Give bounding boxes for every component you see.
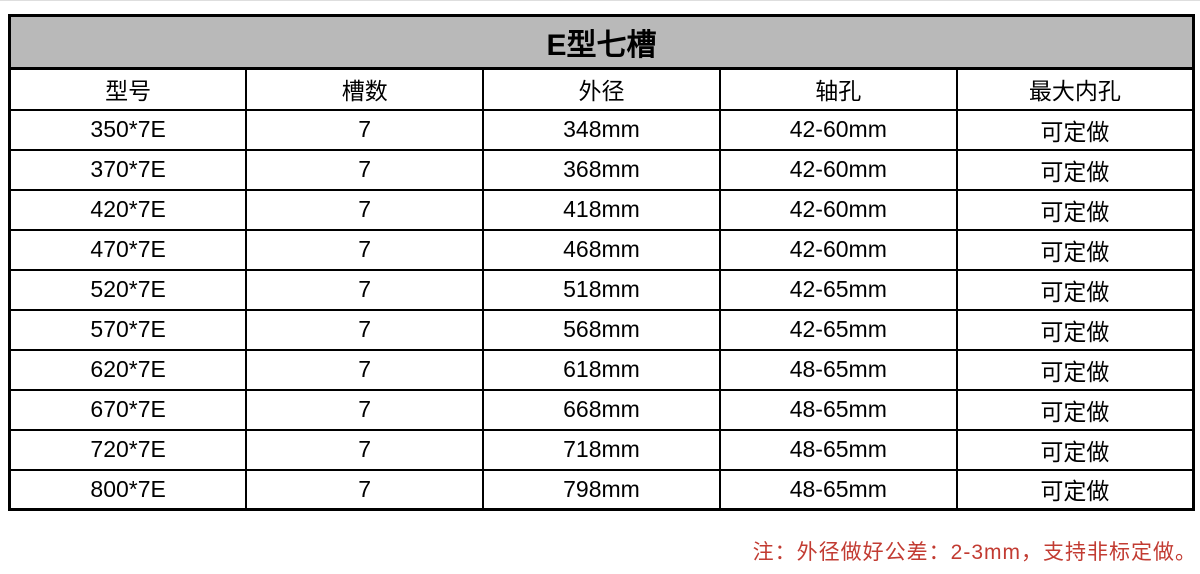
cell-model: 670*7E	[8, 388, 248, 431]
cell-shaft-hole: 42-60mm	[718, 228, 958, 271]
cell-model: 570*7E	[8, 308, 248, 351]
cell-max-bore: 可定做	[955, 428, 1195, 471]
tolerance-note: 注：外径做好公差：2-3mm，支持非标定做。	[752, 541, 1197, 564]
column-header-shaft-hole: 轴孔	[718, 67, 958, 111]
cell-groove-count: 7	[245, 348, 485, 391]
table-row: 350*7E 7 348mm 42-60mm 可定做	[8, 108, 1195, 151]
column-header-groove-count: 槽数	[245, 67, 485, 111]
cell-outer-diameter: 368mm	[482, 148, 721, 191]
column-header-max-bore: 最大内孔	[955, 67, 1195, 111]
column-header-outer-diameter: 外径	[482, 67, 721, 111]
column-header-model: 型号	[8, 67, 248, 111]
cell-outer-diameter: 568mm	[482, 308, 721, 351]
cell-outer-diameter: 468mm	[482, 228, 721, 271]
cell-outer-diameter: 518mm	[482, 268, 721, 311]
cell-groove-count: 7	[245, 468, 485, 511]
table-row: 520*7E 7 518mm 42-65mm 可定做	[8, 268, 1195, 311]
table-title: E型七槽	[8, 14, 1195, 70]
table-header-row: 型号 槽数 外径 轴孔 最大内孔	[8, 67, 1195, 111]
cell-max-bore: 可定做	[955, 388, 1195, 431]
cell-shaft-hole: 42-65mm	[718, 308, 958, 351]
cell-outer-diameter: 798mm	[482, 468, 721, 511]
table-row: 370*7E 7 368mm 42-60mm 可定做	[8, 148, 1195, 191]
table-row: 670*7E 7 668mm 48-65mm 可定做	[8, 388, 1195, 431]
spec-table: E型七槽 型号 槽数 外径 轴孔 最大内孔 350*7E 7 348mm 42-…	[8, 14, 1195, 511]
cell-shaft-hole: 42-60mm	[718, 148, 958, 191]
cell-shaft-hole: 48-65mm	[718, 428, 958, 471]
cell-outer-diameter: 418mm	[482, 188, 721, 231]
cell-outer-diameter: 348mm	[482, 108, 721, 151]
cell-outer-diameter: 668mm	[482, 388, 721, 431]
cell-max-bore: 可定做	[955, 188, 1195, 231]
table-row: 420*7E 7 418mm 42-60mm 可定做	[8, 188, 1195, 231]
cell-groove-count: 7	[245, 228, 485, 271]
cell-outer-diameter: 718mm	[482, 428, 721, 471]
top-divider	[0, 0, 1200, 1]
cell-groove-count: 7	[245, 188, 485, 231]
cell-groove-count: 7	[245, 148, 485, 191]
cell-shaft-hole: 48-65mm	[718, 468, 958, 511]
table-row: 470*7E 7 468mm 42-60mm 可定做	[8, 228, 1195, 271]
cell-model: 420*7E	[8, 188, 248, 231]
cell-model: 470*7E	[8, 228, 248, 271]
cell-max-bore: 可定做	[955, 108, 1195, 151]
cell-model: 620*7E	[8, 348, 248, 391]
cell-outer-diameter: 618mm	[482, 348, 721, 391]
cell-model: 370*7E	[8, 148, 248, 191]
cell-max-bore: 可定做	[955, 228, 1195, 271]
cell-groove-count: 7	[245, 308, 485, 351]
cell-shaft-hole: 48-65mm	[718, 348, 958, 391]
cell-max-bore: 可定做	[955, 268, 1195, 311]
table-title-row: E型七槽	[8, 14, 1195, 70]
cell-model: 800*7E	[8, 468, 248, 511]
cell-shaft-hole: 42-60mm	[718, 188, 958, 231]
cell-groove-count: 7	[245, 388, 485, 431]
cell-groove-count: 7	[245, 108, 485, 151]
cell-shaft-hole: 42-65mm	[718, 268, 958, 311]
cell-groove-count: 7	[245, 428, 485, 471]
cell-shaft-hole: 48-65mm	[718, 388, 958, 431]
table-row: 570*7E 7 568mm 42-65mm 可定做	[8, 308, 1195, 351]
cell-max-bore: 可定做	[955, 148, 1195, 191]
cell-groove-count: 7	[245, 268, 485, 311]
cell-model: 350*7E	[8, 108, 248, 151]
cell-max-bore: 可定做	[955, 308, 1195, 351]
cell-max-bore: 可定做	[955, 468, 1195, 511]
table-row: 800*7E 7 798mm 48-65mm 可定做	[8, 468, 1195, 511]
table-row: 620*7E 7 618mm 48-65mm 可定做	[8, 348, 1195, 391]
table-row: 720*7E 7 718mm 48-65mm 可定做	[8, 428, 1195, 471]
cell-max-bore: 可定做	[955, 348, 1195, 391]
cell-shaft-hole: 42-60mm	[718, 108, 958, 151]
cell-model: 520*7E	[8, 268, 248, 311]
cell-model: 720*7E	[8, 428, 248, 471]
